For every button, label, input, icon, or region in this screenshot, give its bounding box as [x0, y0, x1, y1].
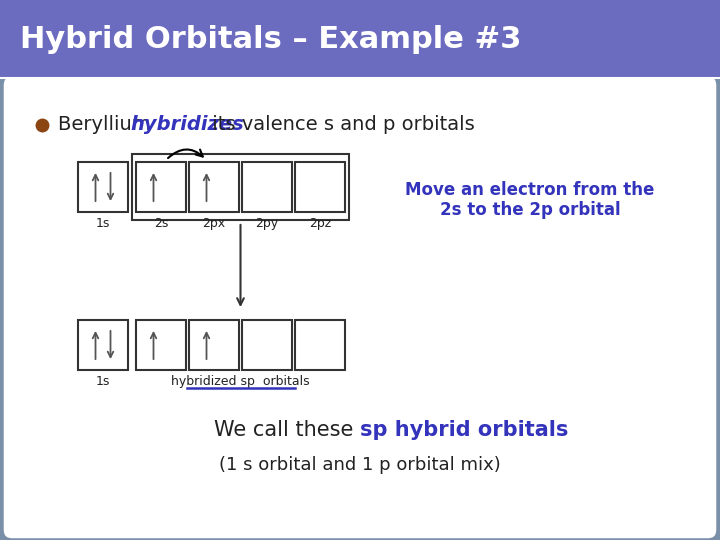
FancyArrowPatch shape: [168, 150, 203, 158]
Text: sp hybrid orbitals: sp hybrid orbitals: [360, 420, 568, 440]
Text: 1s: 1s: [96, 217, 110, 230]
Bar: [136, 320, 186, 370]
Text: 2s: 2s: [154, 217, 168, 230]
Bar: [242, 162, 292, 212]
Bar: [295, 162, 345, 212]
Text: hybridized sp  orbitals: hybridized sp orbitals: [171, 375, 310, 388]
Bar: [78, 162, 128, 212]
FancyBboxPatch shape: [2, 75, 718, 540]
Bar: [189, 320, 239, 370]
Text: its valence s and p orbitals: its valence s and p orbitals: [206, 116, 474, 134]
Bar: [242, 320, 292, 370]
Text: hybridizes: hybridizes: [130, 116, 244, 134]
Text: 2s to the 2p orbital: 2s to the 2p orbital: [440, 201, 621, 219]
Text: 2pz: 2pz: [309, 217, 331, 230]
Text: Beryllium: Beryllium: [58, 116, 157, 134]
Text: Move an electron from the: Move an electron from the: [405, 181, 654, 199]
Text: Hybrid Orbitals – Example #3: Hybrid Orbitals – Example #3: [20, 24, 521, 53]
Bar: [0, 0, 720, 78]
Bar: [78, 320, 128, 370]
Text: (1 s orbital and 1 p orbital mix): (1 s orbital and 1 p orbital mix): [219, 456, 501, 474]
Text: 2px: 2px: [202, 217, 225, 230]
Bar: [189, 162, 239, 212]
Bar: [136, 162, 186, 212]
Text: We call these: We call these: [214, 420, 360, 440]
Text: 1s: 1s: [96, 375, 110, 388]
Bar: [132, 154, 349, 220]
Bar: [295, 320, 345, 370]
Text: 2py: 2py: [256, 217, 279, 230]
